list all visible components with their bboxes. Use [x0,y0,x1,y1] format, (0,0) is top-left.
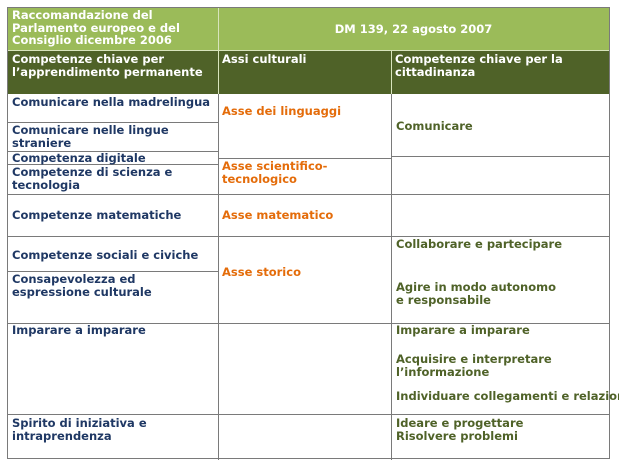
list-item: Ideare e progettare [396,416,524,430]
list-item: Comunicare nelle lingue straniere [12,123,169,150]
list-item: Competenze matematiche [12,208,182,222]
list-item: Agire in modo autonomo e responsabile [396,280,557,307]
divider [8,236,609,237]
divider [8,151,218,152]
list-item: Comunicare [396,119,473,133]
list-item: Acquisire e interpretare l’informazione [396,352,552,379]
list-item: Consapevolezza ed espressione culturale [12,272,152,299]
divider [218,8,219,94]
list-item: Spirito di iniziativa e intraprendenza [12,416,147,443]
competences-table: Raccomandazione del Parlamento europeo e… [7,7,619,460]
column-header-2: Assi culturali [218,50,391,94]
divider [8,164,218,165]
list-item: Asse storico [222,265,301,279]
list-item: Competenze di scienza e tecnologia [12,165,173,192]
list-item: Individuare collegamenti e relazioni [396,389,619,403]
header-left-cell: Raccomandazione del Parlamento europeo e… [8,8,218,50]
list-item: Imparare a imparare [12,323,146,337]
divider [218,158,391,159]
header-right-cell: DM 139, 22 agosto 2007 [218,8,609,50]
divider [391,50,392,94]
list-item: Competenza digitale [12,151,146,165]
list-item: Risolvere problemi [396,429,518,443]
list-item: Asse matematico [222,208,334,222]
header-left-title: Raccomandazione del Parlamento europeo e… [12,8,180,47]
divider [8,122,218,123]
divider [8,50,609,51]
divider [391,94,392,460]
list-item: Collaborare e partecipare [396,237,563,251]
header-right-title: DM 139, 22 agosto 2007 [334,22,493,36]
list-item: Asse dei linguaggi [222,104,342,118]
divider [8,323,609,324]
column-header-1: Competenze chiave per l’apprendimento pe… [8,50,218,94]
divider [391,156,609,157]
list-item: Competenze sociali e civiche [12,248,199,262]
divider [8,271,218,272]
list-item: Comunicare nella madrelingua [12,95,211,109]
column-header-3: Competenze chiave per la cittadinanza [391,50,609,94]
divider [8,414,609,415]
divider [218,94,219,460]
list-item: Imparare a imparare [396,323,530,337]
divider [8,194,609,195]
list-item: Asse scientifico-tecnologico [222,159,328,186]
